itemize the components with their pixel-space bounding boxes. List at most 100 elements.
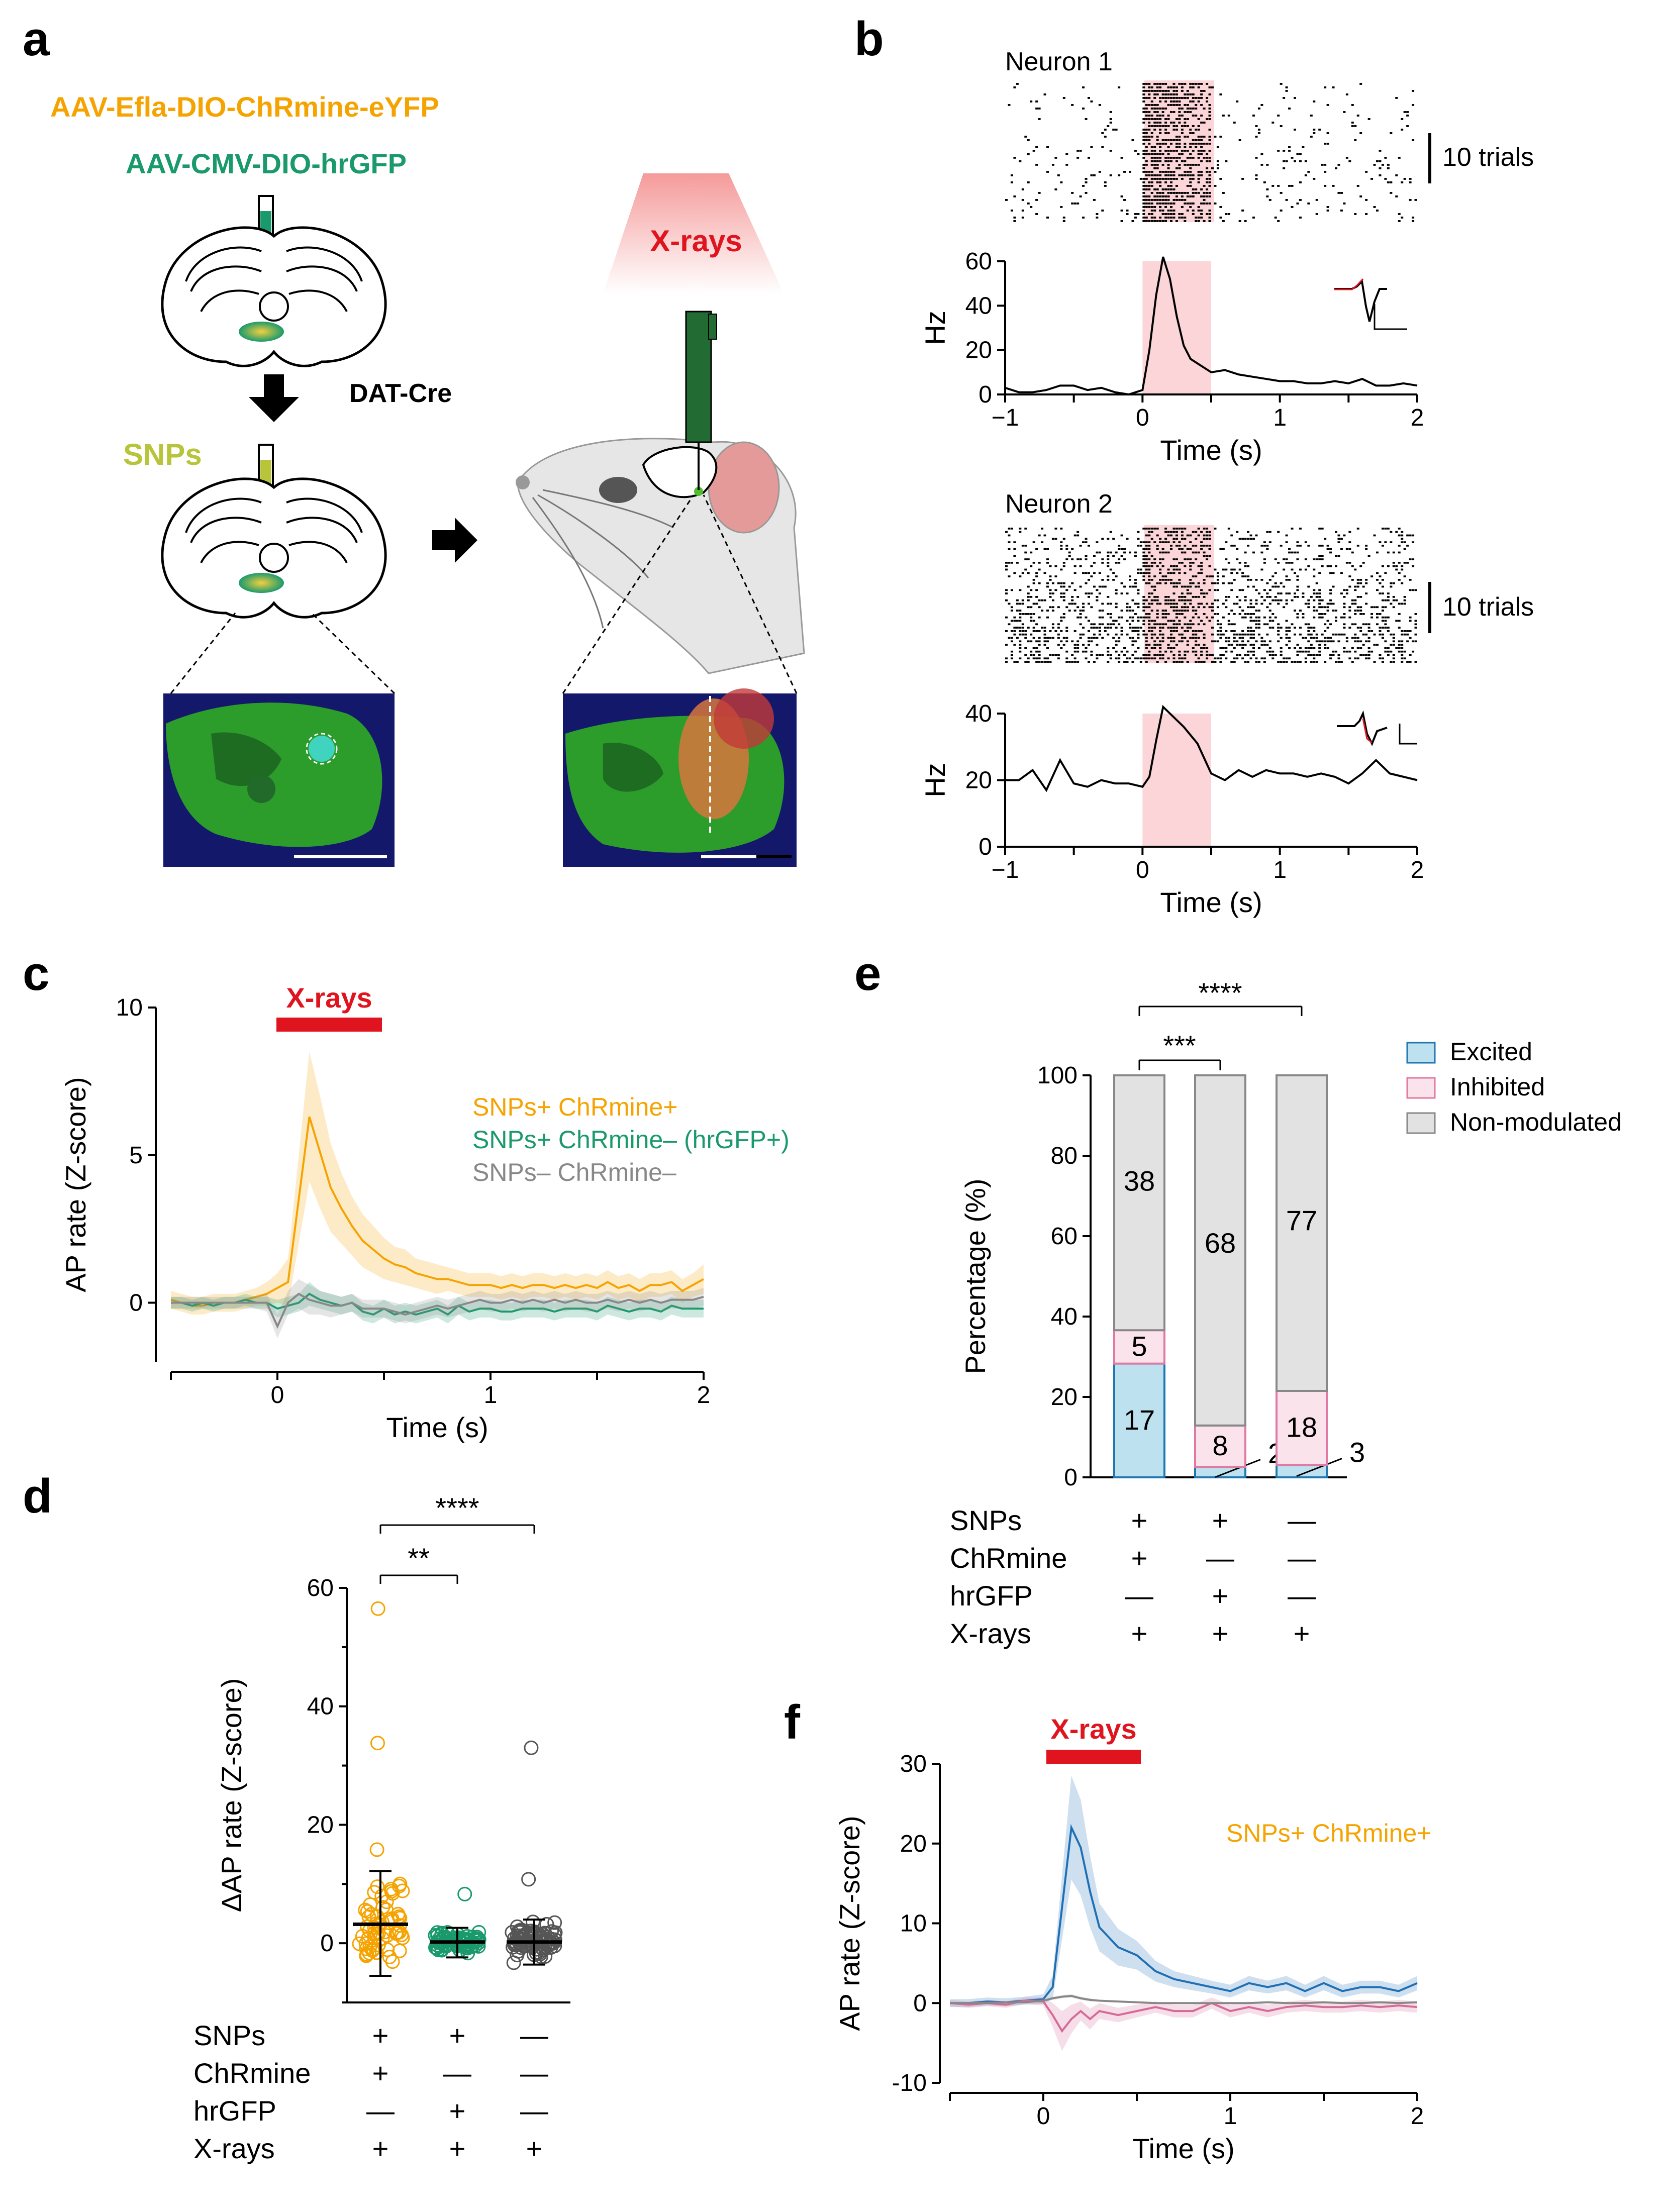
panel-a-schematic: AAV-Efla-DIO-ChRmine-eYFP AAV-CMV-DIO-hr… [50, 91, 805, 867]
raster-tick [1335, 620, 1337, 622]
raster-tick [1085, 582, 1088, 584]
raster-tick [1345, 592, 1348, 594]
raster-tick [1285, 86, 1288, 88]
raster-tick [1192, 203, 1195, 205]
raster-tick [1197, 616, 1200, 619]
raster-tick [1294, 633, 1296, 636]
raster-tick [1184, 602, 1187, 605]
raster-tick [1247, 606, 1250, 609]
raster-tick [1126, 620, 1129, 622]
raster-tick [1401, 538, 1404, 540]
raster-tick [1189, 579, 1192, 581]
raster-tick [1178, 136, 1181, 138]
raster-tick [1178, 596, 1181, 598]
raster-tick [1148, 602, 1151, 605]
raster-tick [1406, 534, 1409, 537]
raster-tick [1379, 627, 1382, 629]
raster-tick [1356, 610, 1359, 612]
raster-tick [1315, 582, 1318, 584]
raster-tick [1200, 630, 1203, 632]
raster-tick [1189, 582, 1192, 584]
raster-tick [1283, 585, 1286, 588]
raster-tick [1208, 181, 1211, 183]
raster-tick [1150, 538, 1153, 540]
raster-tick [1164, 579, 1167, 581]
raster-tick [1153, 83, 1156, 85]
raster-tick [1376, 644, 1379, 646]
raster-tick [1249, 616, 1252, 619]
raster-tick [1043, 644, 1046, 646]
raster-tick [1200, 548, 1203, 550]
raster-tick [1131, 585, 1134, 588]
raster-tick [1285, 599, 1288, 601]
raster-tick [1395, 195, 1398, 197]
raster-tick [1186, 171, 1189, 173]
bar-count-leader [1215, 1459, 1261, 1478]
raster-tick [1398, 613, 1401, 615]
raster-tick [1412, 541, 1415, 543]
raster-tick [1381, 585, 1384, 588]
raster-tick [1107, 623, 1110, 626]
raster-tick [1197, 157, 1200, 159]
raster-tick [1164, 541, 1167, 543]
bar-count: 18 [1286, 1412, 1317, 1443]
raster-tick [1134, 582, 1137, 584]
raster-tick [1172, 623, 1176, 626]
raster-tick [1161, 565, 1164, 567]
raster-tick [1142, 213, 1145, 215]
raster-tick [1145, 188, 1148, 190]
raster-tick [1112, 647, 1115, 649]
raster-tick [1172, 203, 1176, 205]
raster-tick [1329, 592, 1332, 594]
raster-tick [1227, 637, 1230, 639]
raster-tick [1376, 589, 1379, 591]
raster-tick [1203, 545, 1206, 547]
raster-tick [1145, 637, 1148, 639]
raster-tick [1236, 657, 1239, 660]
raster-tick [1379, 174, 1382, 176]
raster-tick [1118, 86, 1121, 88]
raster-tick [1348, 606, 1351, 609]
raster-tick [1294, 551, 1296, 554]
micrograph-left [163, 693, 395, 867]
raster-tick [1184, 551, 1187, 554]
raster-tick [1356, 585, 1359, 588]
raster-tick [1401, 640, 1404, 643]
raster-tick [1005, 565, 1008, 567]
raster-tick [1153, 596, 1156, 598]
raster-tick [1186, 157, 1189, 159]
raster-tick [1178, 146, 1181, 148]
raster-tick [1351, 647, 1354, 649]
raster-tick [1365, 623, 1368, 626]
raster-tick [1041, 599, 1044, 601]
raster-tick [1150, 108, 1153, 110]
raster-tick [1268, 199, 1271, 201]
raster-tick [1013, 548, 1016, 550]
raster-tick [1167, 104, 1170, 106]
raster-tick [1043, 630, 1046, 632]
raster-tick [1005, 661, 1008, 663]
raster-tick [1268, 541, 1271, 543]
raster-tick [1101, 538, 1104, 540]
raster-tick [1172, 210, 1176, 212]
raster-tick [1395, 531, 1398, 533]
raster-tick [1241, 575, 1244, 577]
raster-tick [1150, 217, 1153, 219]
raster-tick [1260, 164, 1263, 166]
raster-tick [1326, 104, 1329, 106]
raster-tick [1211, 602, 1214, 605]
data-point [506, 1955, 521, 1970]
raster-tick [1206, 555, 1209, 557]
raster-tick [1227, 562, 1230, 564]
raster-tick [1134, 650, 1137, 653]
raster-tick [1195, 531, 1198, 533]
raster-tick [1142, 654, 1145, 656]
raster-tick [1148, 118, 1151, 120]
raster-tick [1181, 192, 1184, 194]
raster-tick [1153, 206, 1156, 208]
raster-tick [1332, 640, 1335, 643]
raster-tick [1208, 589, 1211, 591]
raster-tick [1118, 661, 1121, 663]
raster-tick [1263, 616, 1266, 619]
raster-tick [1181, 613, 1184, 615]
